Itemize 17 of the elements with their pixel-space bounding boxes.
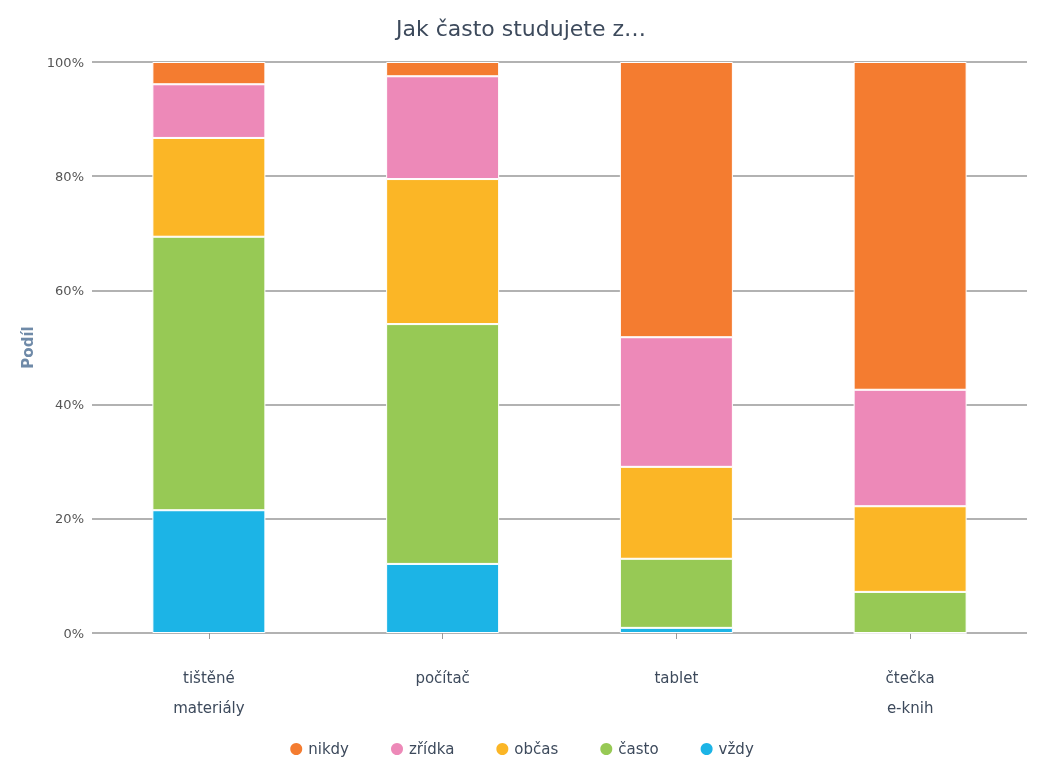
x-tick-label: tištěné materiály: [173, 669, 245, 717]
y-tick-label: 100%: [46, 54, 84, 70]
chart-title: Jak často studujete z…: [393, 15, 647, 41]
legend-label: zřídka: [409, 740, 455, 758]
x-tick-label: počítač: [415, 669, 470, 687]
legend-label: nikdy: [308, 740, 350, 758]
legend-label: často: [618, 740, 659, 758]
y-axis-title: Podíl: [19, 326, 38, 369]
y-tick-label: 80%: [55, 168, 84, 184]
legend-label: občas: [514, 740, 559, 758]
y-tick-label: 60%: [55, 282, 84, 298]
x-tick-label: čtečka e-knih: [885, 669, 935, 717]
x-tick-label: tablet: [654, 669, 699, 687]
y-tick-label: 20%: [55, 511, 84, 527]
y-tick-label: 40%: [55, 397, 84, 413]
legend-label: vždy: [718, 740, 754, 758]
y-tick-label: 0%: [63, 625, 84, 641]
